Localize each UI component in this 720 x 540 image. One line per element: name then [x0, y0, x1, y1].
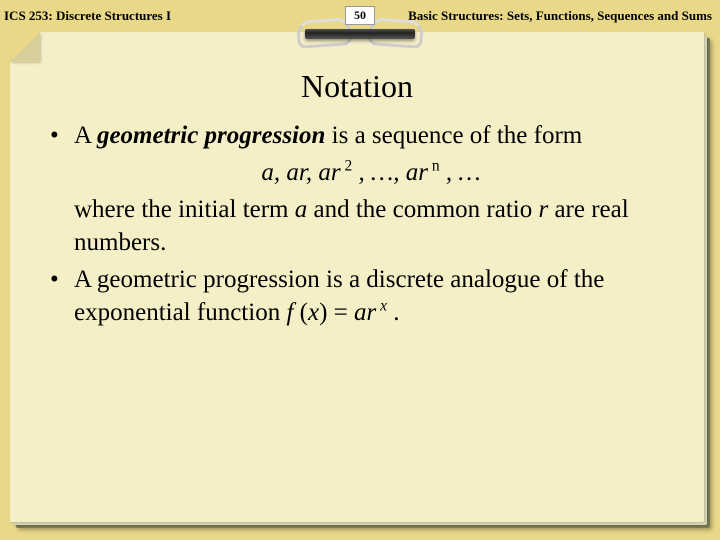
binder-clip: 50 [305, 6, 415, 55]
bullet-1: A geometric progression is a sequence of… [50, 119, 668, 259]
note-pad: Notation A geometric progression is a se… [10, 32, 710, 530]
slide-body: A geometric progression is a sequence of… [10, 119, 704, 329]
chapter-title: Basic Structures: Sets, Functions, Seque… [408, 8, 712, 24]
course-code: ICS 253: Discrete Structures I [4, 8, 171, 24]
bullet-2: A geometric progression is a discrete an… [50, 263, 668, 329]
geometric-formula: a, ar, ar 2 , …, ar n , … [74, 156, 668, 189]
page-number: 50 [345, 6, 375, 25]
